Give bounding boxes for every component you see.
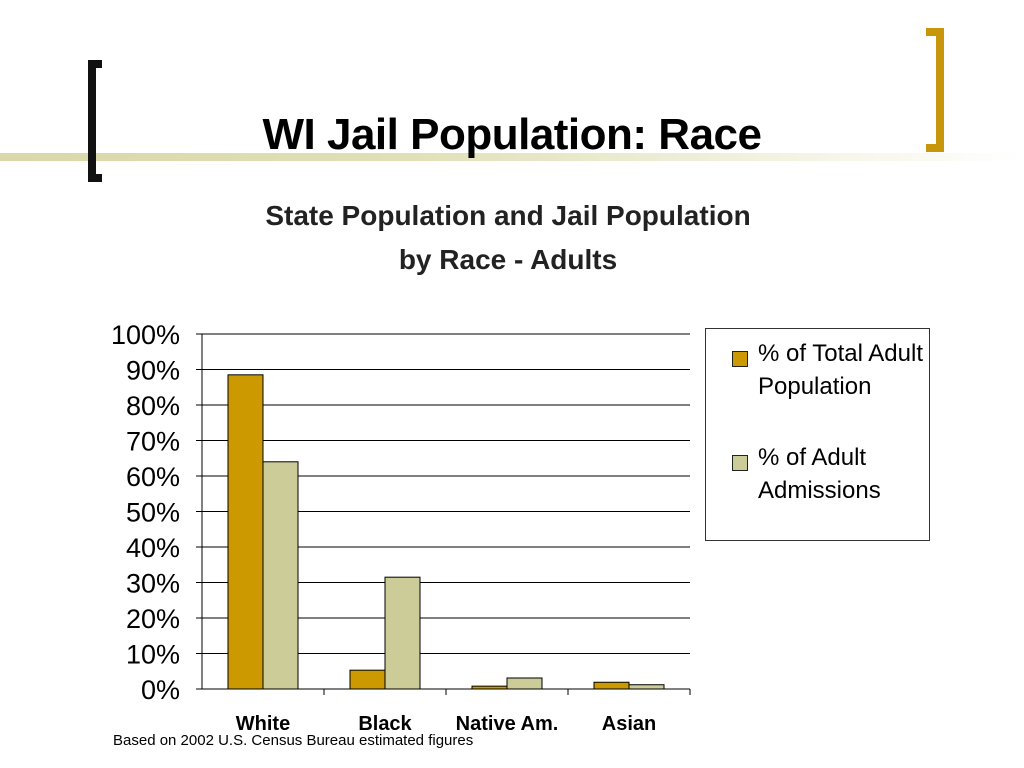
legend-label-population: % of Total Adult Population: [758, 340, 923, 400]
bar: [384, 576, 421, 690]
y-tick-label: 10%: [126, 640, 180, 670]
legend-swatch-admissions: [732, 455, 748, 471]
y-tick-label: 40%: [126, 533, 180, 563]
chart-title: State Population and Jail Population by …: [0, 194, 1016, 282]
right-bracket-decoration: [926, 28, 944, 152]
y-tick-label: 100%: [111, 320, 180, 350]
y-tick-label: 70%: [126, 427, 180, 457]
bar: [506, 677, 543, 690]
y-tick-label: 80%: [126, 391, 180, 421]
bar: [628, 684, 665, 690]
footnote: Based on 2002 U.S. Census Bureau estimat…: [113, 732, 474, 749]
y-tick-label: 0%: [141, 675, 180, 705]
y-tick-label: 50%: [126, 498, 180, 528]
chart-legend: % of Total Adult Population % of Adult A…: [705, 328, 930, 541]
bar: [349, 669, 386, 690]
decorative-line: [0, 153, 1024, 161]
y-tick-label: 60%: [126, 462, 180, 492]
left-bracket-decoration: [88, 60, 102, 182]
slide-title: WI Jail Population: Race: [262, 110, 762, 159]
bar: [262, 461, 299, 690]
y-tick-label: 30%: [126, 569, 180, 599]
legend-swatch-population: [732, 351, 748, 367]
legend-label-admissions: % of Adult Admissions: [758, 444, 881, 504]
y-tick-label: 20%: [126, 604, 180, 634]
y-tick-label: 90%: [126, 356, 180, 386]
legend-item-admissions: % of Adult Admissions: [732, 441, 928, 507]
legend-item-population: % of Total Adult Population: [732, 337, 928, 403]
x-tick-label: Native Am.: [456, 713, 559, 735]
bar: [471, 685, 508, 690]
chart-title-line-2: by Race - Adults: [398, 244, 618, 275]
x-tick-label: White: [236, 713, 290, 735]
bar: [593, 681, 630, 690]
x-tick-label: Asian: [602, 713, 656, 735]
chart-title-line-1: State Population and Jail Population: [265, 200, 751, 231]
x-tick-label: Black: [358, 713, 412, 735]
bar: [227, 374, 264, 690]
